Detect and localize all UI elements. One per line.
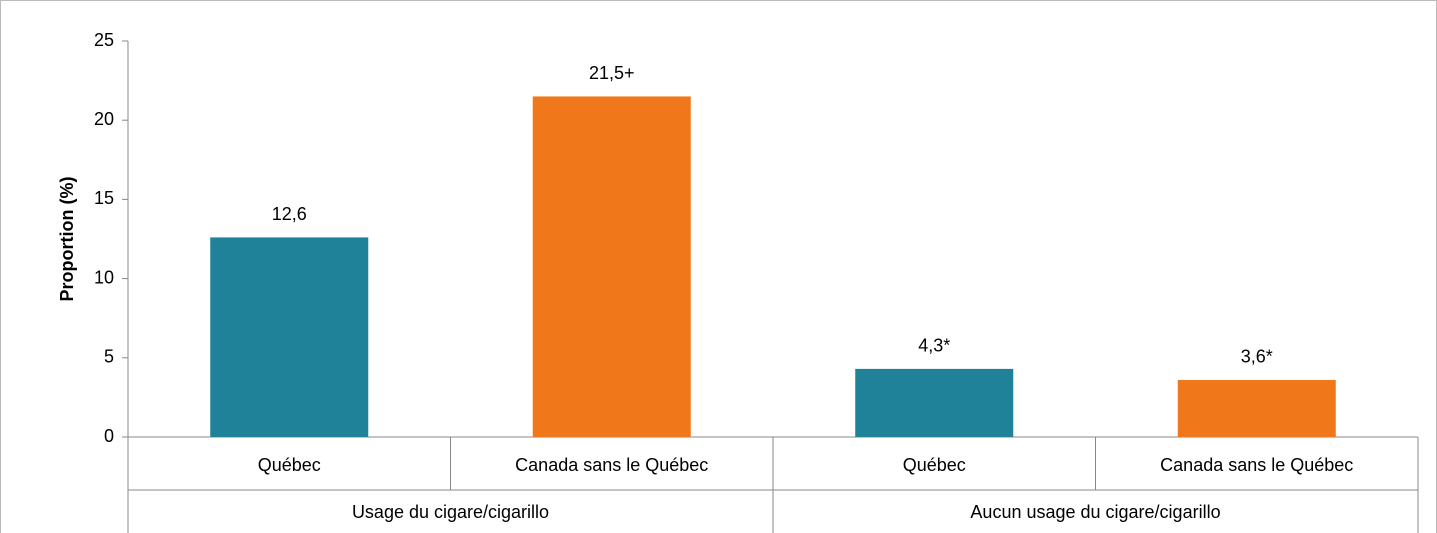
x-tick-label: Québec (903, 455, 966, 475)
x-tick-label: Canada sans le Québec (1160, 455, 1353, 475)
bar (210, 237, 369, 437)
group-label: Usage du cigare/cigarillo (352, 502, 549, 522)
bar (1177, 379, 1336, 437)
bar (532, 96, 691, 437)
x-tick-label: Québec (258, 455, 321, 475)
y-tick-label: 15 (94, 188, 114, 208)
x-tick-label: Canada sans le Québec (515, 455, 708, 475)
data-label: 21,5+ (589, 63, 635, 83)
group-label: Aucun usage du cigare/cigarillo (970, 502, 1220, 522)
y-tick-label: 20 (94, 109, 114, 129)
y-tick-label: 0 (104, 426, 114, 446)
data-label: 4,3* (918, 336, 950, 356)
y-tick-label: 10 (94, 267, 114, 287)
data-label: 3,6* (1241, 347, 1273, 367)
y-tick-label: 5 (104, 347, 114, 367)
bar (855, 368, 1014, 437)
y-axis-label: Proportion (%) (57, 177, 77, 302)
y-tick-label: 25 (94, 30, 114, 50)
data-label: 12,6 (272, 204, 307, 224)
